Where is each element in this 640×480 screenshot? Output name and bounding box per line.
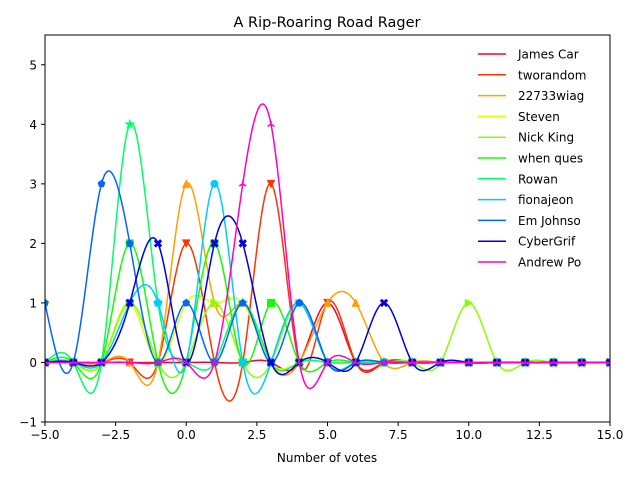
data-point xyxy=(238,298,247,307)
x-tick-label: 2.5 xyxy=(247,428,266,442)
data-point xyxy=(351,298,361,307)
y-tick-label: 4 xyxy=(29,118,37,132)
data-point xyxy=(181,179,191,188)
data-point xyxy=(323,298,332,307)
data-point xyxy=(45,358,49,366)
x-tick-label: 5.0 xyxy=(318,428,337,442)
data-point xyxy=(380,358,388,366)
x-tick-label: −2.5 xyxy=(101,428,130,442)
data-point xyxy=(153,239,163,248)
data-point xyxy=(266,358,276,367)
x-axis-label: Number of votes xyxy=(277,451,377,465)
data-point xyxy=(464,298,474,308)
x-tick-label: 15.0 xyxy=(597,428,624,442)
data-point xyxy=(125,239,134,247)
x-tick-label: −5.0 xyxy=(30,428,59,442)
data-point xyxy=(97,358,106,366)
data-point xyxy=(210,179,219,188)
legend: James Car tworandom 22733wiag Steven Nick Ki… xyxy=(478,48,586,270)
data-point xyxy=(379,298,389,308)
data-point xyxy=(493,358,501,366)
data-point xyxy=(267,120,275,128)
data-point xyxy=(464,358,473,366)
data-point xyxy=(238,358,247,367)
data-point xyxy=(154,298,162,307)
data-point xyxy=(408,358,417,366)
data-point xyxy=(45,298,49,307)
data-point xyxy=(266,179,276,189)
y-tick-label: 0 xyxy=(29,356,37,370)
y-axis: −1 0 1 2 3 4 5 xyxy=(19,58,45,430)
x-tick-label: 7.5 xyxy=(389,428,408,442)
data-point xyxy=(125,358,134,366)
data-point xyxy=(181,239,191,249)
data-point xyxy=(549,358,558,366)
data-point xyxy=(182,358,191,366)
chart-title: A Rip-Roaring Road Rager xyxy=(234,15,421,31)
data-point xyxy=(436,358,445,366)
legend-label: 22733wiag xyxy=(518,89,584,103)
y-tick-label: 3 xyxy=(29,177,37,191)
legend-label: James Car xyxy=(517,48,579,62)
data-point xyxy=(182,298,191,307)
legend-label: CyberGrif xyxy=(518,235,576,249)
data-point xyxy=(210,239,219,248)
data-point xyxy=(97,179,106,188)
y-tick-label: 1 xyxy=(29,296,37,310)
data-point xyxy=(577,358,586,366)
legend-label: Em Johnso xyxy=(518,214,581,228)
plot-area xyxy=(45,103,610,402)
data-point xyxy=(238,239,247,248)
legend-label: Rowan xyxy=(518,172,558,186)
data-point xyxy=(295,298,304,307)
data-point xyxy=(125,298,134,308)
data-point xyxy=(606,358,610,366)
x-axis: −5.0 −2.5 0.0 2.5 5.0 7.5 10.0 12.5 15.0 xyxy=(30,422,623,442)
legend-label: Nick King xyxy=(518,131,574,145)
legend-label: fionajeon xyxy=(518,193,574,207)
legend-label: when ques xyxy=(518,152,583,166)
data-point xyxy=(267,298,275,307)
data-point xyxy=(295,358,304,366)
y-tick-label: −1 xyxy=(19,416,37,430)
data-point xyxy=(351,358,360,366)
y-tick-label: 2 xyxy=(29,237,37,251)
legend-label: tworandom xyxy=(518,68,586,82)
x-tick-label: 0.0 xyxy=(177,428,196,442)
data-point xyxy=(154,358,162,366)
data-point xyxy=(323,358,332,366)
data-point xyxy=(210,298,220,308)
legend-label: Andrew Po xyxy=(518,256,581,270)
data-point xyxy=(210,358,219,366)
data-point xyxy=(124,118,136,130)
x-tick-label: 12.5 xyxy=(526,428,553,442)
x-tick-label: 10.0 xyxy=(455,428,482,442)
y-tick-label: 5 xyxy=(29,58,37,72)
data-point xyxy=(238,180,247,187)
data-point xyxy=(69,358,78,366)
data-point xyxy=(521,358,530,366)
legend-label: Steven xyxy=(518,110,560,124)
